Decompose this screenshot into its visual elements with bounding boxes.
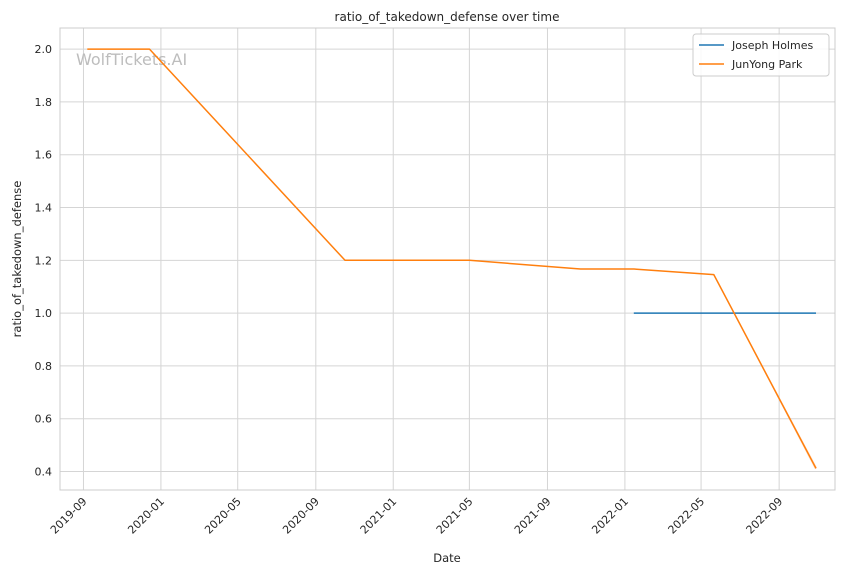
series-line-junyong-park xyxy=(87,48,817,469)
y-tick-label: 0.4 xyxy=(35,466,53,479)
tick-labels: 2019-09 2020-01 2020-05 2020-09 2021-01 2021-… xyxy=(35,43,786,537)
y-tick-label: 1.0 xyxy=(35,307,53,320)
series-lines xyxy=(87,48,817,470)
x-tick-label: 2021-09 xyxy=(512,495,554,537)
x-tick-label: 2022-01 xyxy=(589,495,631,537)
grid xyxy=(60,28,835,490)
x-tick-label: 2020-01 xyxy=(125,495,167,537)
legend-label: Joseph Holmes xyxy=(731,39,813,52)
y-tick-label: 0.8 xyxy=(35,360,53,373)
legend: Joseph Holmes JunYong Park xyxy=(692,33,830,77)
legend-label: JunYong Park xyxy=(731,58,803,71)
x-tick-label: 2022-09 xyxy=(744,495,786,537)
watermark: WolfTickets.AI xyxy=(76,50,187,69)
x-axis-title: Date xyxy=(433,551,461,565)
x-tick-label: 2021-05 xyxy=(434,495,476,537)
y-tick-label: 0.6 xyxy=(35,413,53,426)
y-tick-label: 1.2 xyxy=(35,254,53,267)
x-tick-label: 2019-09 xyxy=(48,495,90,537)
x-tick-label: 2020-05 xyxy=(202,495,244,537)
legend-box xyxy=(692,33,830,77)
x-tick-label: 2020-09 xyxy=(280,495,322,537)
x-tick-label: 2021-01 xyxy=(358,495,400,537)
y-tick-label: 2.0 xyxy=(35,43,53,56)
x-tick-label: 2022-05 xyxy=(665,495,707,537)
plot-frame xyxy=(59,27,836,491)
y-tick-label: 1.6 xyxy=(35,149,53,162)
y-tick-label: 1.4 xyxy=(35,202,53,215)
y-tick-label: 1.8 xyxy=(35,96,53,109)
y-axis-title: ratio_of_takedown_defense xyxy=(10,181,24,338)
chart-title: ratio_of_takedown_defense over time xyxy=(335,10,560,24)
